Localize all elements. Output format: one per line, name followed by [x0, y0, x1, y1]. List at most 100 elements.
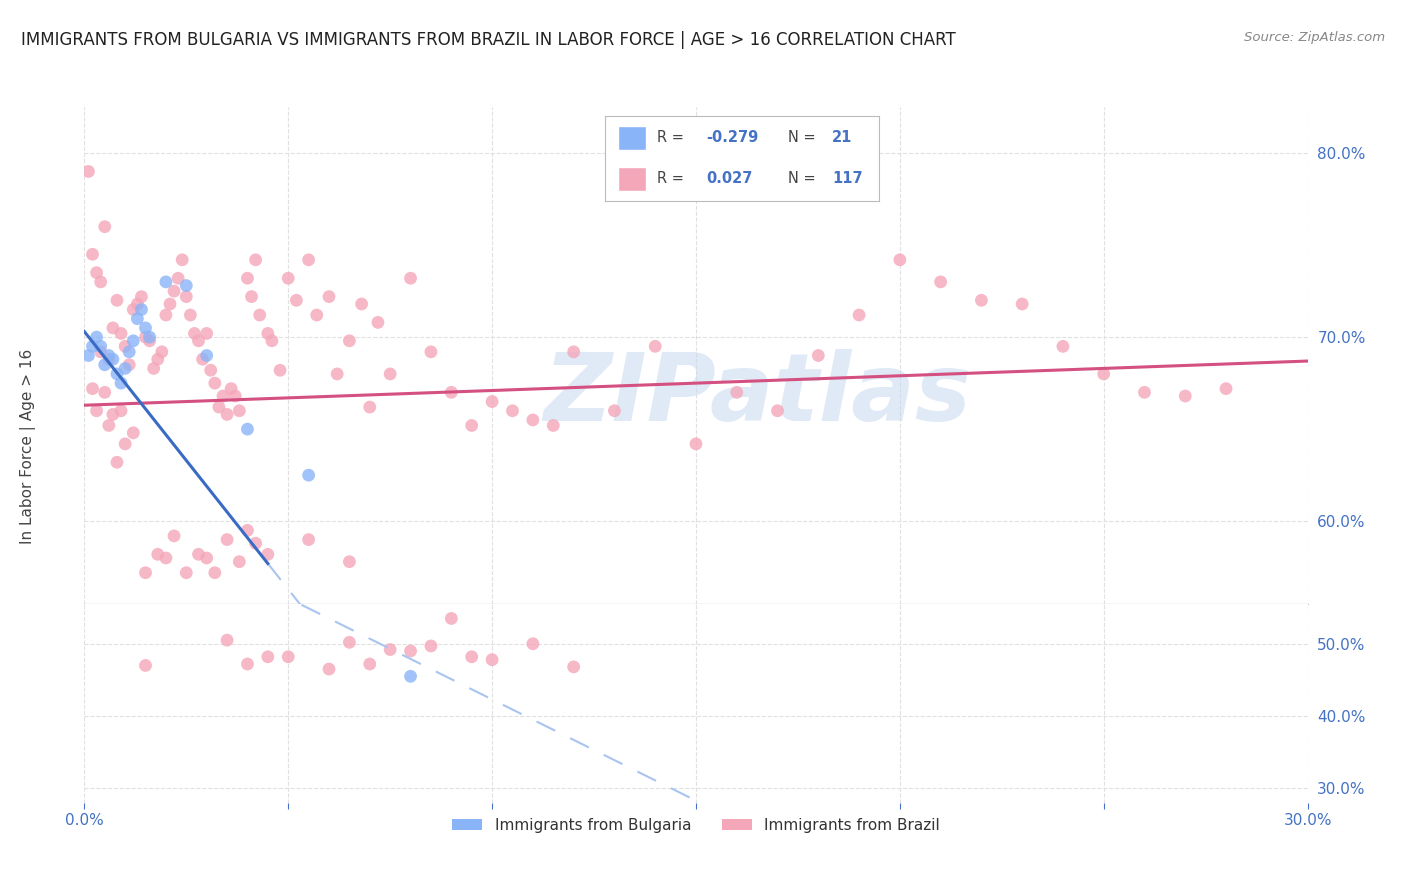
Point	[146, 547, 169, 561]
Point	[118, 344, 141, 359]
Point	[461, 649, 484, 664]
Point	[138, 334, 160, 348]
Point	[228, 555, 250, 569]
Point	[359, 400, 381, 414]
Point	[90, 344, 112, 359]
Point	[167, 271, 190, 285]
Point	[766, 403, 789, 417]
Text: 21: 21	[832, 130, 852, 145]
Point	[219, 382, 242, 396]
Point	[481, 394, 503, 409]
Point	[135, 321, 157, 335]
Point	[522, 637, 544, 651]
Point	[543, 418, 565, 433]
Point	[114, 361, 136, 376]
Text: ZIPatlas: ZIPatlas	[543, 350, 972, 442]
Point	[339, 555, 361, 569]
Point	[644, 339, 666, 353]
Point	[236, 422, 259, 436]
Point	[93, 358, 115, 372]
Point	[150, 344, 173, 359]
Point	[163, 284, 186, 298]
Point	[380, 642, 402, 657]
Text: N =: N =	[789, 171, 821, 186]
Point	[97, 352, 120, 367]
Point	[260, 334, 283, 348]
Point	[135, 566, 157, 580]
Point	[848, 308, 870, 322]
Point	[114, 339, 136, 353]
Point	[305, 308, 328, 322]
Point	[481, 653, 503, 667]
Point	[183, 326, 205, 341]
Point	[1174, 389, 1197, 403]
Point	[155, 551, 177, 566]
Point	[359, 657, 381, 671]
Point	[97, 349, 120, 363]
Point	[200, 363, 222, 377]
Bar	[619, 126, 645, 150]
Point	[86, 266, 108, 280]
Point	[131, 290, 153, 304]
Text: 117: 117	[832, 171, 863, 186]
Point	[155, 308, 177, 322]
Point	[82, 382, 104, 396]
Point	[420, 344, 443, 359]
Point	[204, 566, 226, 580]
Point	[277, 271, 299, 285]
Point	[298, 252, 321, 267]
Text: Source: ZipAtlas.com: Source: ZipAtlas.com	[1244, 31, 1385, 45]
Point	[245, 536, 267, 550]
Point	[195, 349, 218, 363]
Point	[269, 363, 291, 377]
Point	[212, 389, 235, 403]
Point	[240, 290, 263, 304]
Point	[380, 367, 402, 381]
Text: N =: N =	[789, 130, 821, 145]
Point	[1215, 382, 1237, 396]
Point	[82, 339, 104, 353]
Point	[146, 352, 169, 367]
Point	[1092, 367, 1115, 381]
Text: R =: R =	[657, 130, 688, 145]
Point	[93, 219, 115, 234]
Point	[187, 334, 209, 348]
Point	[217, 633, 239, 648]
Point	[970, 293, 993, 308]
Point	[603, 403, 626, 417]
Point	[522, 413, 544, 427]
Point	[350, 297, 373, 311]
Text: In Labor Force | Age > 16: In Labor Force | Age > 16	[20, 349, 37, 543]
Point	[204, 376, 226, 391]
Point	[93, 385, 115, 400]
Point	[217, 533, 239, 547]
Point	[105, 367, 128, 381]
Point	[245, 252, 267, 267]
Point	[399, 271, 422, 285]
Point	[110, 403, 132, 417]
Point	[138, 330, 160, 344]
Point	[77, 349, 100, 363]
Point	[298, 533, 321, 547]
Point	[195, 326, 218, 341]
Point	[114, 437, 136, 451]
Point	[155, 275, 177, 289]
Point	[562, 344, 585, 359]
Text: 0.027: 0.027	[706, 171, 752, 186]
Point	[1011, 297, 1033, 311]
Point	[122, 334, 145, 348]
Point	[142, 361, 165, 376]
Legend: Immigrants from Bulgaria, Immigrants from Brazil: Immigrants from Bulgaria, Immigrants fro…	[446, 812, 946, 838]
Point	[105, 293, 128, 308]
Point	[97, 418, 120, 433]
Point	[339, 334, 361, 348]
Point	[191, 352, 214, 367]
Point	[929, 275, 952, 289]
Text: -0.279: -0.279	[706, 130, 758, 145]
Point	[298, 468, 321, 483]
Point	[174, 290, 197, 304]
Point	[174, 566, 197, 580]
Point	[326, 367, 349, 381]
Point	[86, 403, 108, 417]
Point	[122, 302, 145, 317]
